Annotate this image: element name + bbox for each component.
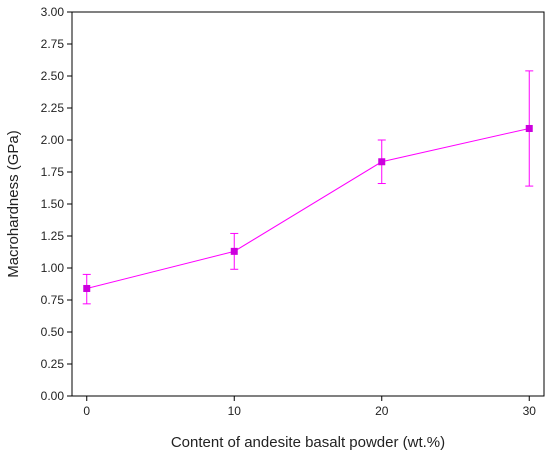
x-tick-label: 30	[523, 404, 537, 418]
data-point-marker	[525, 124, 533, 132]
y-tick-label: 0.50	[41, 325, 65, 339]
y-tick-label: 2.00	[41, 133, 65, 147]
series-layer	[82, 70, 534, 305]
data-point-marker	[83, 284, 91, 292]
y-tick-label: 1.75	[41, 165, 65, 179]
y-tick-label: 0.25	[41, 357, 65, 371]
y-axis-ticks: 0.00 0.25 0.50 0.75 1.00 1.25 1.50 1.75 2.00 2.25…	[41, 5, 72, 403]
x-axis-ticks: 0 10 20 30	[83, 396, 536, 418]
y-axis-label: Macrohardness (GPa)	[5, 130, 22, 278]
plot-frame	[71, 11, 545, 397]
y-tick-label: 2.50	[41, 69, 65, 83]
y-tick-label: 1.25	[41, 229, 65, 243]
y-tick-label: 2.75	[41, 37, 65, 51]
x-axis-label: Content of andesite basalt powder (wt.%)	[171, 434, 445, 451]
y-tick-label: 1.00	[41, 261, 65, 275]
x-tick-label: 10	[228, 404, 242, 418]
y-tick-label: 0.00	[41, 389, 65, 403]
series-line	[86, 127, 530, 289]
y-tick-label: 0.75	[41, 293, 65, 307]
data-point-marker	[378, 158, 386, 166]
y-tick-label: 2.25	[41, 101, 65, 115]
data-point-marker	[230, 247, 238, 255]
x-tick-label: 0	[83, 404, 90, 418]
y-tick-label: 3.00	[41, 5, 65, 19]
x-tick-label: 20	[375, 404, 389, 418]
y-tick-label: 1.50	[41, 197, 65, 211]
